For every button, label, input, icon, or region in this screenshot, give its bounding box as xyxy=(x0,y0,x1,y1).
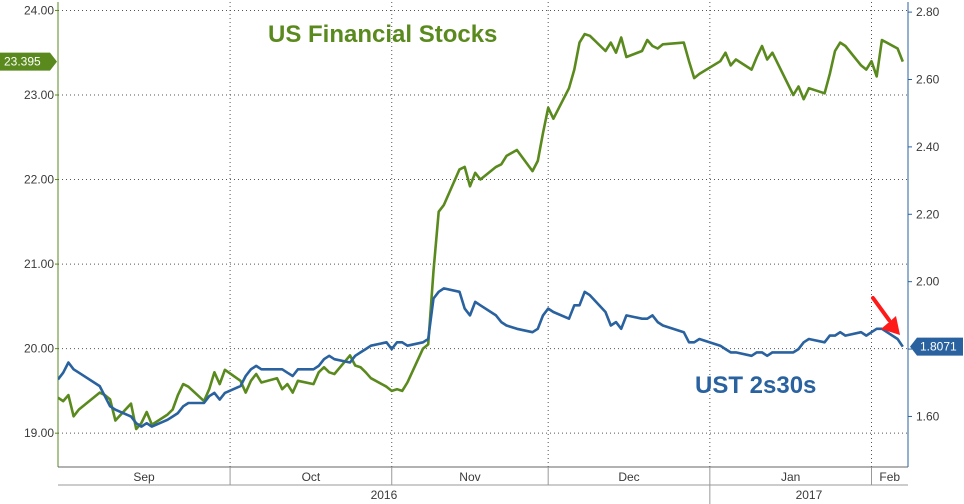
right-tick-label: 2.20 xyxy=(916,207,940,221)
x-tick-label: Dec xyxy=(618,470,639,484)
x-tick-label: Nov xyxy=(459,470,480,484)
left-tick-label: 21.00 xyxy=(24,257,54,271)
gridlines xyxy=(58,2,908,467)
last-value-badges: 23.395 1.8071 xyxy=(0,52,963,356)
x-tick-label: Feb xyxy=(879,470,900,484)
badge-ust xyxy=(910,337,963,356)
series-line-ust xyxy=(58,287,904,428)
series-label-financials: US Financial Stocks xyxy=(268,21,497,48)
badge-ust-value: 1.8071 xyxy=(920,340,957,354)
x-tick-label: Sep xyxy=(133,470,155,484)
right-tick-label: 2.80 xyxy=(916,5,940,19)
x-year-label: 2017 xyxy=(796,488,823,502)
badge-financials xyxy=(0,52,57,71)
x-tick-label: Jan xyxy=(781,470,800,484)
red-arrow-annotation xyxy=(871,296,900,335)
left-tick-label: 23.00 xyxy=(24,88,54,102)
x-year-label: 2016 xyxy=(371,488,398,502)
right-tick-label: 2.00 xyxy=(916,275,940,289)
right-tick-label: 1.60 xyxy=(916,409,940,423)
right-axis-ticks: 1.601.802.002.202.402.602.80 xyxy=(908,5,940,423)
left-tick-label: 24.00 xyxy=(24,3,54,17)
series-line-financials xyxy=(58,32,905,431)
right-tick-label: 2.60 xyxy=(916,73,940,87)
x-tick-label: Oct xyxy=(302,470,321,484)
left-axis-ticks: 19.00 20.00 21.00 22.00 23.00 24.00 xyxy=(24,3,58,440)
axes xyxy=(57,2,909,486)
series-lines xyxy=(58,32,905,431)
x-axis-ticks: Sep Oct Nov Dec Jan Feb 2016 2017 xyxy=(133,467,900,504)
left-tick-label: 20.00 xyxy=(24,342,54,356)
series-label-ust: UST 2s30s xyxy=(695,372,816,399)
left-tick-label: 19.00 xyxy=(24,426,54,440)
right-tick-label: 2.40 xyxy=(916,140,940,154)
left-tick-label: 22.00 xyxy=(24,173,54,187)
badge-financials-value: 23.395 xyxy=(4,55,41,69)
